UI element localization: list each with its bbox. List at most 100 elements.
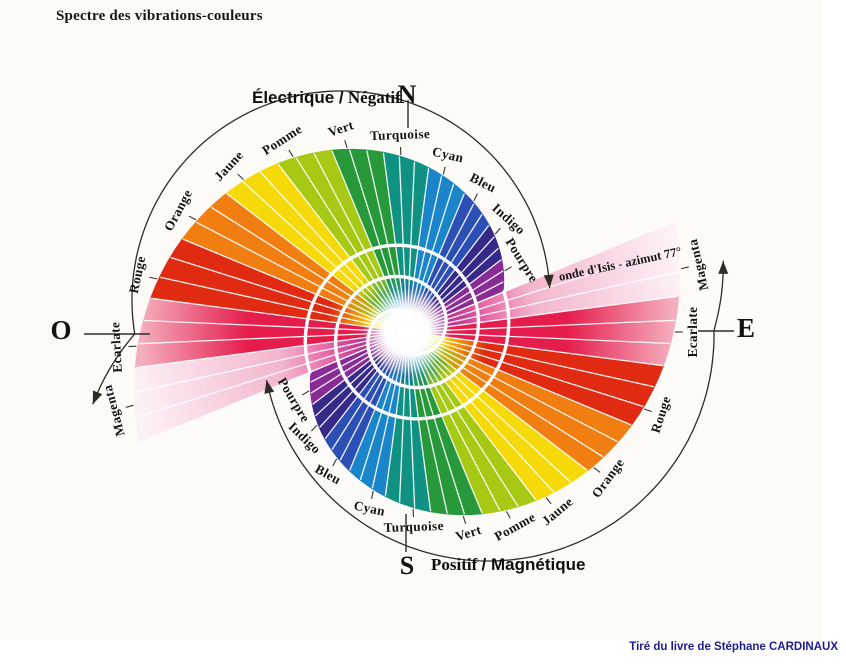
color-label-tick: [344, 140, 348, 149]
ray-separator: [138, 331, 395, 345]
color-band-electrique-negatif-turquoise: [383, 151, 429, 323]
bottom-axis-label: Positif / Magnétique: [431, 555, 585, 575]
color-label-tick: [370, 490, 374, 500]
color-label-tick: [680, 266, 689, 270]
arc-arrowhead: [718, 260, 729, 274]
color-label-tick: [188, 215, 197, 221]
ray-separator: [151, 297, 395, 331]
ray-separator: [136, 335, 395, 418]
ray-separator: [419, 335, 644, 408]
color-label-electrique-negatif-vert: Vert: [326, 117, 356, 139]
compass-south: S: [399, 551, 415, 580]
color-label-tick: [288, 149, 294, 157]
top-axis-negatif: Négatif: [347, 88, 401, 107]
ray-separator: [277, 163, 400, 323]
ray-separator: [419, 331, 671, 345]
color-label-electrique-negatif-bleu: Bleu: [468, 170, 499, 196]
ray-separator: [418, 337, 618, 443]
color-band-positif-magnetique-ecarlate: [416, 296, 680, 366]
color-band-electrique-negatif-ecarlate: [134, 298, 398, 368]
color-label-tick: [442, 166, 446, 175]
ray-separator: [159, 276, 395, 330]
color-label-electrique-negatif-ecarlate: Ecarlate: [107, 321, 125, 373]
color-band-positif-magnetique-jaune: [413, 338, 588, 501]
ray-separator: [412, 343, 501, 511]
color-label-positif-magnetique-cyan: Cyan: [352, 498, 386, 519]
color-label-tick: [462, 515, 467, 524]
color-label-tick: [593, 467, 601, 473]
ray-separator: [242, 181, 398, 324]
color-band-electrique-negatif-rouge: [150, 238, 398, 331]
ray-separator: [418, 336, 632, 426]
color-label-electrique-negatif-turquoise: Turquoise: [370, 126, 431, 143]
ray-separator: [419, 246, 678, 329]
color-label-positif-magnetique-pomme: Pomme: [492, 509, 538, 544]
compass-west: O: [50, 315, 72, 345]
color-band-electrique-negatif-vert: [331, 148, 406, 323]
ray-separator: [210, 206, 397, 326]
arc-arrowhead: [543, 274, 554, 288]
ray-separator: [313, 153, 402, 321]
color-label-positif-magnetique-jaune: Jaune: [539, 494, 576, 528]
color-label-electrique-negatif-rouge: Rouge: [126, 255, 149, 295]
ray-separator: [418, 220, 675, 328]
compass-east: E: [736, 313, 755, 343]
compass-north: N: [397, 80, 417, 109]
ray-separator: [413, 342, 519, 507]
color-label-tick: [494, 227, 501, 235]
arc-arrowhead: [92, 390, 103, 405]
ray-separator: [260, 171, 399, 323]
ray-separator: [415, 341, 554, 493]
color-band-positif-magnetique-vert: [408, 341, 483, 516]
color-band-positif-magnetique-turquoise: [385, 341, 431, 513]
ray-separator: [196, 221, 396, 327]
color-label-tick: [125, 404, 134, 408]
color-label-positif-magnetique-turquoise: Turquoise: [384, 518, 445, 535]
magnetic-arm-arc: [265, 260, 724, 562]
color-label-tick: [301, 390, 310, 396]
ray-separator: [226, 193, 398, 325]
color-label-tick: [643, 408, 652, 413]
ray-separator: [416, 340, 572, 483]
ray-separator: [170, 256, 395, 329]
ray-separator: [134, 334, 395, 393]
top-axis-electrique: Électrique /: [252, 88, 344, 107]
color-label-tick: [310, 424, 318, 432]
color-band-positif-magnetique-orange: [414, 335, 633, 471]
electric-arm-arc: [92, 90, 551, 405]
arc-arrowhead: [264, 380, 275, 394]
color-label-electrique-negatif-magenta: Magenta: [100, 383, 128, 438]
ray-separator: [416, 339, 588, 471]
bottom-axis-positif: Positif: [431, 555, 478, 574]
color-label-electrique-negatif-jaune: Jaune: [211, 147, 246, 183]
color-label-tick: [545, 497, 552, 505]
color-band-electrique-negatif-orange: [181, 193, 400, 329]
color-label-electrique-negatif-pourpre: Pourpre: [503, 235, 542, 285]
color-band-positif-magnetique-bleu: [324, 339, 404, 472]
color-label-positif-magnetique-ecarlate: Ecarlate: [685, 307, 700, 358]
color-label-tick: [332, 458, 338, 467]
center-glow: [363, 288, 451, 376]
color-band-electrique-negatif-jaune: [226, 163, 401, 326]
book-credit: Tiré du livre de Stéphane CARDINAUX: [629, 641, 838, 653]
color-label-positif-magnetique-pourpre: Pourpre: [275, 375, 313, 425]
ray-separator: [417, 338, 604, 458]
color-label-tick: [473, 193, 478, 202]
color-label-tick: [237, 173, 244, 180]
ray-separator: [295, 157, 401, 322]
ray-separator: [414, 341, 537, 501]
top-axis-label: Électrique / Négatif: [252, 88, 401, 108]
color-band-positif-magnetique-rouge: [416, 333, 664, 426]
color-band-electrique-negatif-bleu: [410, 192, 490, 325]
ray-separator: [143, 319, 395, 333]
color-label-tick: [504, 266, 512, 272]
bottom-axis-magnetique: / Magnétique: [481, 555, 586, 574]
color-label-tick: [149, 276, 158, 280]
ray-separator: [135, 333, 395, 369]
ray-separator: [419, 319, 676, 333]
color-label-electrique-negatif-orange: Orange: [161, 187, 195, 234]
ray-separator: [182, 238, 396, 328]
ray-separator: [419, 271, 680, 330]
